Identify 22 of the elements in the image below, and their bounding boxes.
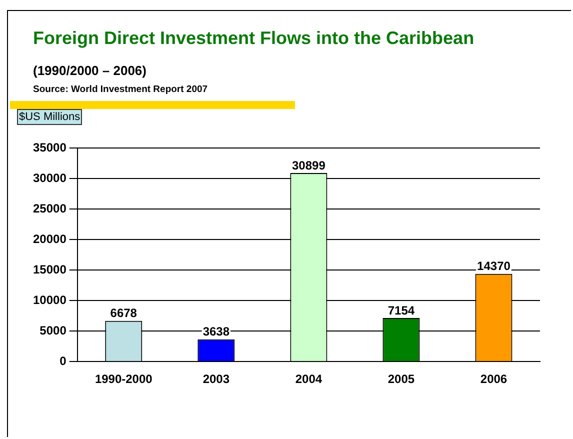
y-tick-label: 10000: [32, 292, 67, 307]
x-tick-label: 2003: [202, 372, 230, 386]
y-tick-label: 20000: [32, 232, 67, 246]
data-label: 14370: [477, 259, 511, 274]
chart-subtitle: (1990/2000 – 2006): [33, 63, 146, 78]
x-tick-label: 2005: [388, 372, 415, 386]
x-tick-label: 2006: [480, 372, 508, 386]
y-axis-title: $US Millions: [17, 109, 82, 125]
data-label: 6678: [110, 306, 138, 320]
y-tick-label: 0: [60, 354, 67, 368]
data-label: 30899: [292, 158, 326, 172]
y-tick-label: 15000: [32, 262, 67, 276]
data-label: 7154: [388, 303, 415, 318]
source-note: Source: World Investment Report 2007: [33, 84, 208, 95]
chart-title: Foreign Direct Investment Flows into the Caribbean: [33, 28, 474, 49]
data-label: 3638: [202, 324, 230, 339]
y-tick-label: 25000: [32, 201, 67, 216]
y-tick-label: 5000: [40, 323, 67, 338]
y-tick-label: 30000: [32, 170, 67, 185]
x-tick-label: 1990-2000: [94, 372, 153, 386]
y-tick-label: 35000: [32, 140, 67, 154]
x-tick-label: 2004: [295, 372, 322, 386]
